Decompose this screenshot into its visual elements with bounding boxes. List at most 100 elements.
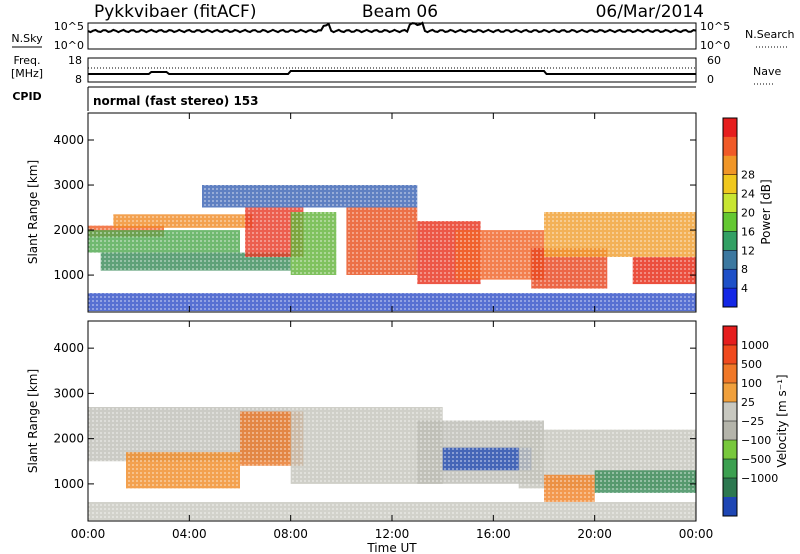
velocity-ylabel: Slant Range [km] (26, 369, 40, 473)
colorbar-tick-label: 24 (741, 188, 755, 201)
colorbar-swatch (723, 364, 737, 384)
freq-tick-high: 18 (68, 54, 82, 67)
scatter-texture-1-5 (442, 447, 532, 471)
y-tick-label: 3000 (53, 386, 84, 400)
colorbar-swatch (723, 459, 737, 479)
scatter-texture-0-5 (290, 212, 337, 275)
colorbar-tick-label: 28 (741, 169, 755, 182)
x-tick-label: 00:00 (679, 527, 714, 541)
y-tick-label: 2000 (53, 432, 84, 446)
y-tick-label: 2000 (53, 223, 84, 237)
y-tick-label: 1000 (53, 477, 84, 491)
colorbar-swatch (723, 345, 737, 365)
colorbar-swatch (723, 155, 737, 176)
scatter-texture-0-3 (100, 252, 291, 271)
nsky-trace (87, 21, 697, 34)
colorbar-tick-label: 100 (741, 377, 762, 390)
scatter-texture-1-9 (88, 502, 696, 521)
nsky-tick-high: 10^5 (54, 20, 84, 33)
freq-trace (88, 70, 696, 75)
colorbar-tick-label: 25 (741, 396, 755, 409)
freq-label: Freq. (13, 54, 40, 67)
freq-unit: [MHz] (11, 67, 43, 80)
freq-panel-frame (87, 57, 697, 83)
time-axis: 00:00 04:00 08:00 12:00 16:00 20:00 00:00 (71, 113, 714, 541)
x-tick-label: 04:00 (172, 527, 207, 541)
power-ylabel: Slant Range [km] (26, 160, 40, 264)
velocity-colorbar-label: Velocity [m s⁻¹] (775, 374, 789, 467)
station-title: Pykkvibaer (fitACF) (94, 2, 256, 22)
colorbar-tick-label: 500 (741, 358, 762, 371)
colorbar-swatch (723, 212, 737, 232)
x-tick-label: 08:00 (273, 527, 308, 541)
colorbar-swatch (723, 326, 737, 346)
colorbar-swatch (723, 269, 737, 289)
colorbar-tick-label: 1000 (741, 339, 769, 352)
nsearch-tick-low: 10^0 (700, 39, 730, 52)
y-tick-label: 3000 (53, 178, 84, 192)
y-tick-label: 1000 (53, 268, 84, 282)
colorbar-swatch (723, 231, 737, 251)
date-title: 06/Mar/2014 (596, 2, 704, 22)
nsky-tick-low: 10^0 (54, 39, 84, 52)
scatter-texture-0-8 (455, 230, 544, 280)
colorbar-tick-label: −25 (741, 415, 764, 428)
scatter-texture-1-1 (126, 452, 240, 489)
colorbar-tick-label: 12 (741, 244, 755, 257)
colorbar-swatch (723, 193, 737, 213)
colorbar-swatch (723, 497, 737, 517)
colorbar-swatch (723, 136, 737, 157)
time-axis-label: Time UT (366, 541, 417, 554)
colorbar-tick-label: −100 (741, 434, 771, 447)
colorbar-swatch (723, 421, 737, 441)
y-tick-label: 4000 (53, 133, 84, 147)
colorbar-tick-label: 4 (741, 282, 748, 295)
nave-label: Nave (753, 65, 781, 78)
velocity-data (88, 407, 696, 521)
velocity-y-axis: 1000 2000 3000 4000 (53, 341, 696, 491)
scatter-texture-0-13 (88, 293, 696, 312)
scatter-texture-0-12 (202, 185, 418, 208)
colorbar-tick-label: −1000 (741, 472, 778, 485)
scatter-texture-1-7 (594, 470, 696, 493)
colorbar-tick-label: 20 (741, 207, 755, 220)
scatter-texture-1-8 (544, 474, 595, 502)
power-data (88, 185, 696, 312)
colorbar-tick-label: 16 (741, 225, 755, 238)
freq-tick-low: 8 (75, 73, 82, 86)
power-y-axis: 1000 2000 3000 4000 (53, 133, 696, 282)
scatter-texture-0-1 (113, 214, 253, 228)
colorbar-swatch (723, 402, 737, 422)
scatter-texture-0-11 (632, 257, 696, 285)
nave-tick-low: 0 (707, 73, 714, 86)
nsky-label: N.Sky (11, 32, 43, 45)
x-tick-label: 12:00 (375, 527, 410, 541)
cpid-text: normal (fast stereo) 153 (93, 94, 259, 108)
colorbar-swatch (723, 288, 737, 308)
x-tick-label: 00:00 (71, 527, 106, 541)
nsearch-label: N.Search (745, 28, 795, 41)
y-tick-label: 4000 (53, 341, 84, 355)
power-colorbar-label: Power [dB] (759, 179, 773, 244)
colorbar-tick-label: 8 (741, 263, 748, 276)
colorbar-swatch (723, 383, 737, 403)
x-tick-label: 20:00 (577, 527, 612, 541)
colorbar-swatch (723, 250, 737, 270)
nave-tick-high: 60 (707, 54, 721, 67)
nsearch-tick-high: 10^5 (700, 20, 730, 33)
x-tick-label: 16:00 (476, 527, 511, 541)
scatter-texture-0-10 (544, 212, 696, 257)
beam-title: Beam 06 (362, 2, 438, 22)
velocity-colorbar: 1000 500 100 25 −25 −100 −500 −1000 (722, 325, 778, 517)
colorbar-swatch (723, 478, 737, 498)
scatter-texture-0-2 (88, 230, 240, 253)
nsky-panel-frame (87, 22, 697, 50)
colorbar-swatch (723, 118, 737, 138)
power-colorbar: 4 8 12 16 20 24 28 (722, 117, 755, 308)
scatter-texture-0-6 (346, 207, 418, 275)
cpid-label: CPID (12, 90, 41, 103)
colorbar-tick-label: −500 (741, 453, 771, 466)
colorbar-swatch (723, 440, 737, 460)
colorbar-swatch (723, 174, 737, 195)
